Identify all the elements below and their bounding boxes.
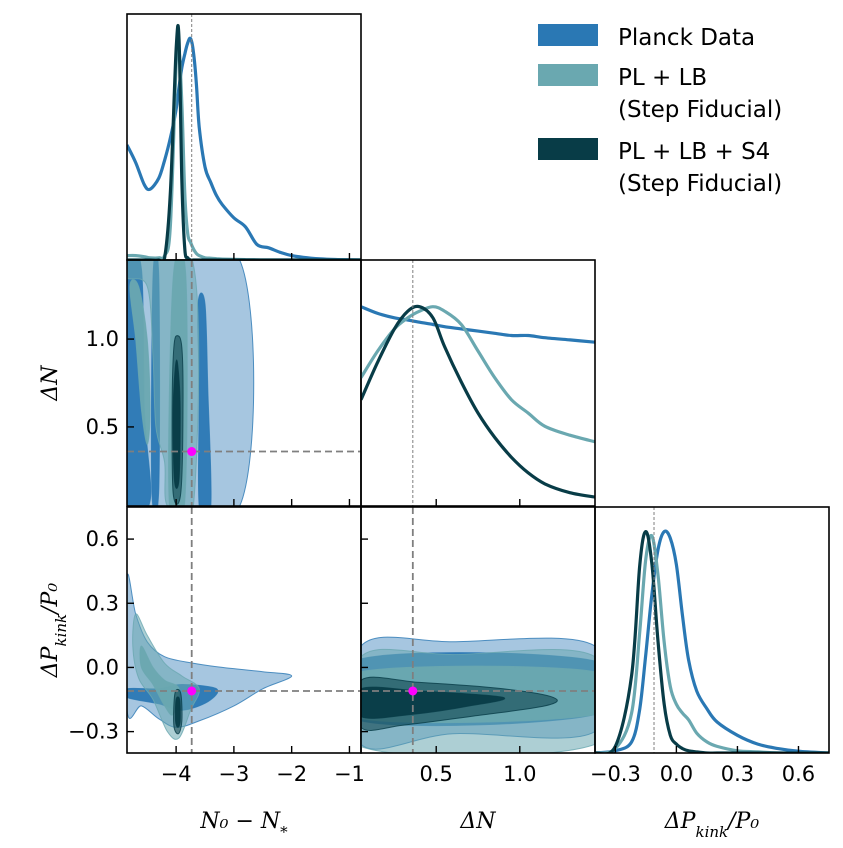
marginal-line-planck-data	[361, 305, 595, 344]
legend-label: PL + LB	[618, 65, 707, 91]
legend-entry-pl-lb-step-fiducial: PL + LB (Step Fiducial)	[538, 64, 782, 123]
panel-frame	[360, 259, 596, 507]
contour-pl-lb-step-fiducial-95-2	[132, 613, 200, 740]
y-tick-label-deltapkink-3: 0.6	[86, 527, 119, 551]
x-tick-label-deltan-0: 0.5	[420, 762, 453, 786]
x-tick-label-n0-nstar-3: −1	[334, 762, 365, 786]
panel-n0-nstar-vs-deltapkink	[127, 507, 361, 753]
truth-point	[408, 686, 418, 696]
contour-planck-data-68-3	[197, 292, 212, 506]
y-tick-label-deltapkink-2: 0.3	[86, 591, 119, 615]
legend-label: PL + LB + S4	[618, 139, 770, 165]
marginal-n0-nstar	[127, 14, 361, 260]
marginal-line-planck-data	[127, 36, 361, 260]
x-tick-label-deltapkink-0: −0.3	[590, 762, 641, 786]
y-axis-label-delta-pkink: ΔPkink/P₀	[38, 583, 70, 679]
legend-swatch	[538, 138, 598, 160]
x-axis-label-n0-nstar: N₀ − N*	[199, 809, 288, 841]
legend-entry-planck-data: Planck Data	[538, 24, 755, 51]
x-tick-label-deltan-1: 1.0	[503, 762, 536, 786]
truth-point	[187, 447, 197, 457]
x-tick-label-n0-nstar-2: −2	[276, 762, 307, 786]
x-tick-label-n0-nstar-0: −4	[161, 762, 192, 786]
marginal-line-pl-lb-s4-step-fiducial	[127, 23, 361, 260]
panel-layer: 0.5 1.0 −4 −3 −2 −1 −0.3 0.0 0.3 0.6 0.5 1.0 −0.3 0.0…	[38, 13, 830, 841]
y-tick-label-deltapkink-0: −0.3	[68, 720, 119, 744]
marginal-deltan	[361, 260, 595, 506]
contour-pl-lb-s4-step-fiducial-68-5	[174, 696, 181, 728]
truth-point	[187, 686, 197, 696]
x-tick-label-deltapkink-2: 0.3	[721, 762, 754, 786]
y-axis-label-delta-n: ΔN	[38, 365, 63, 402]
marginal-line-pl-lb-s4-step-fiducial	[595, 529, 829, 753]
legend-label: Planck Data	[618, 25, 755, 51]
legend-entry-pl-lb-s4-step-fiducial: PL + LB + S4 (Step Fiducial)	[538, 138, 782, 197]
marginal-deltapkink	[595, 507, 829, 753]
panel-deltan-vs-deltapkink	[361, 507, 595, 753]
panel-n0-nstar-vs-deltan	[127, 260, 361, 506]
marginal-line-pl-lb-step-fiducial	[595, 533, 829, 753]
y-tick-label-deltapkink-1: 0.0	[86, 655, 119, 679]
panel-frame	[594, 506, 830, 754]
x-axis-label-delta-pkink: ΔPkink/P₀	[664, 809, 760, 841]
legend-swatch	[538, 64, 598, 86]
legend-swatch	[538, 24, 598, 46]
x-tick-label-n0-nstar-1: −3	[218, 762, 249, 786]
y-tick-label-deltan-0: 0.5	[86, 415, 119, 439]
contour-pl-lb-step-fiducial-68-5	[129, 279, 151, 446]
legend-label: (Step Fiducial)	[618, 171, 782, 197]
contour-pl-lb-s4-step-fiducial-68-8	[172, 359, 181, 489]
marginal-line-pl-lb-s4-step-fiducial	[361, 304, 595, 499]
legend-label: (Step Fiducial)	[618, 97, 782, 123]
y-tick-label-deltan-1: 1.0	[86, 327, 119, 351]
marginal-line-planck-data	[595, 529, 829, 753]
panel-frame	[126, 13, 362, 261]
x-tick-label-deltapkink-1: 0.0	[660, 762, 693, 786]
x-axis-label-delta-n: ΔN	[459, 809, 496, 834]
x-tick-label-deltapkink-3: 0.6	[782, 762, 815, 786]
